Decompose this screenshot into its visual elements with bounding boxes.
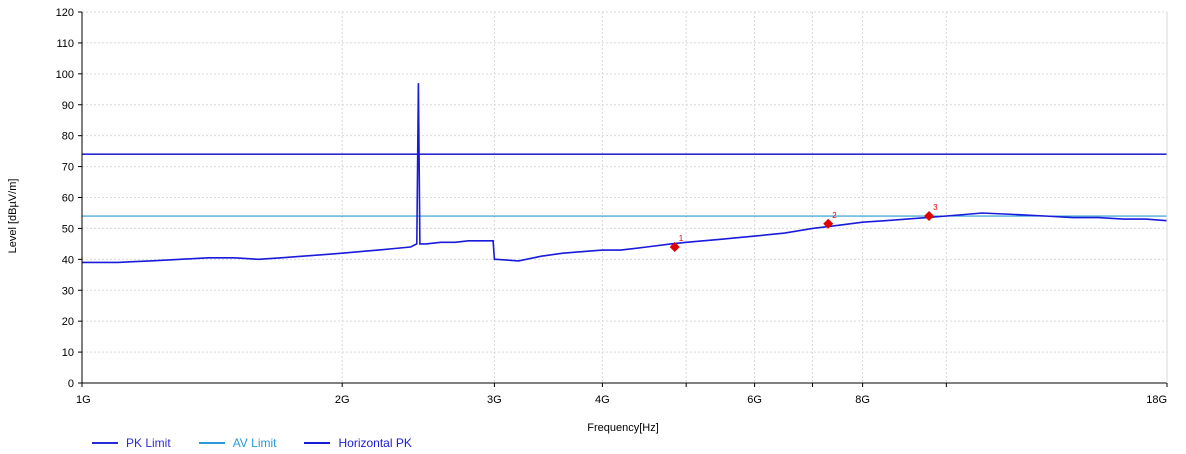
y-tick-label: 60: [62, 193, 74, 205]
y-tick-label: 70: [62, 162, 74, 174]
axes: [78, 11, 1168, 387]
legend-label-horizontal-pk: Horizontal PK: [338, 436, 412, 450]
x-tick-label: 18G: [1146, 394, 1167, 406]
y-tick-label: 0: [68, 378, 74, 390]
y-tick-label: 80: [62, 131, 74, 143]
marker-point: [823, 218, 834, 229]
x-tick-label: 4G: [595, 394, 610, 406]
y-tick-label: 30: [62, 285, 74, 297]
marker-point: [924, 211, 935, 222]
legend-swatch-horizontal-pk: [304, 442, 331, 444]
x-tick-label: 2G: [335, 394, 350, 406]
legend-item-av-limit: AV Limit: [198, 436, 277, 450]
legend-swatch-av-limit: [198, 442, 225, 444]
y-axis-label: Level [dBµV/m]: [7, 179, 19, 254]
grid-lines: [81, 11, 1168, 384]
marker-label: 1: [679, 234, 684, 243]
legend-item-horizontal-pk: Horizontal PK: [304, 436, 412, 450]
y-tick-label: 50: [62, 223, 74, 235]
x-tick-label: 1G: [76, 394, 91, 406]
legend-label-av-limit: AV Limit: [232, 436, 277, 450]
trace-horizontal-pk: [82, 83, 1168, 264]
marker-label: 2: [832, 211, 837, 220]
marker-point: [669, 241, 680, 252]
y-tick-label: 100: [56, 69, 74, 81]
y-tick-label: 110: [56, 38, 74, 50]
x-tick-labels: 1G 2G 3G 4G 6G 8G 18G: [76, 394, 1167, 406]
legend-swatch-pk-limit: [92, 442, 118, 444]
y-tick-label: 120: [56, 7, 74, 19]
y-tick-label: 40: [62, 254, 74, 266]
legend-item-pk-limit: PK Limit: [92, 436, 171, 450]
x-tick-label: 6G: [747, 394, 762, 406]
y-tick-label: 20: [62, 316, 74, 328]
marker-label: 3: [933, 203, 938, 212]
limit-lines: [82, 153, 1167, 217]
x-tick-label: 3G: [487, 394, 502, 406]
x-tick-label: 8G: [855, 394, 870, 406]
trace-group: [82, 83, 1168, 264]
legend: PK Limit AV Limit Horizontal PK: [92, 436, 412, 450]
legend-label-pk-limit: PK Limit: [126, 436, 171, 450]
y-tick-label: 10: [62, 347, 74, 359]
y-tick-label: 90: [62, 100, 74, 112]
x-axis-label: Frequency[Hz]: [587, 422, 659, 434]
marker-group: 1 2 3: [669, 203, 938, 252]
y-tick-labels: 0 10 20 30 40 50 60 70 80 90 100 110 120: [56, 7, 74, 390]
